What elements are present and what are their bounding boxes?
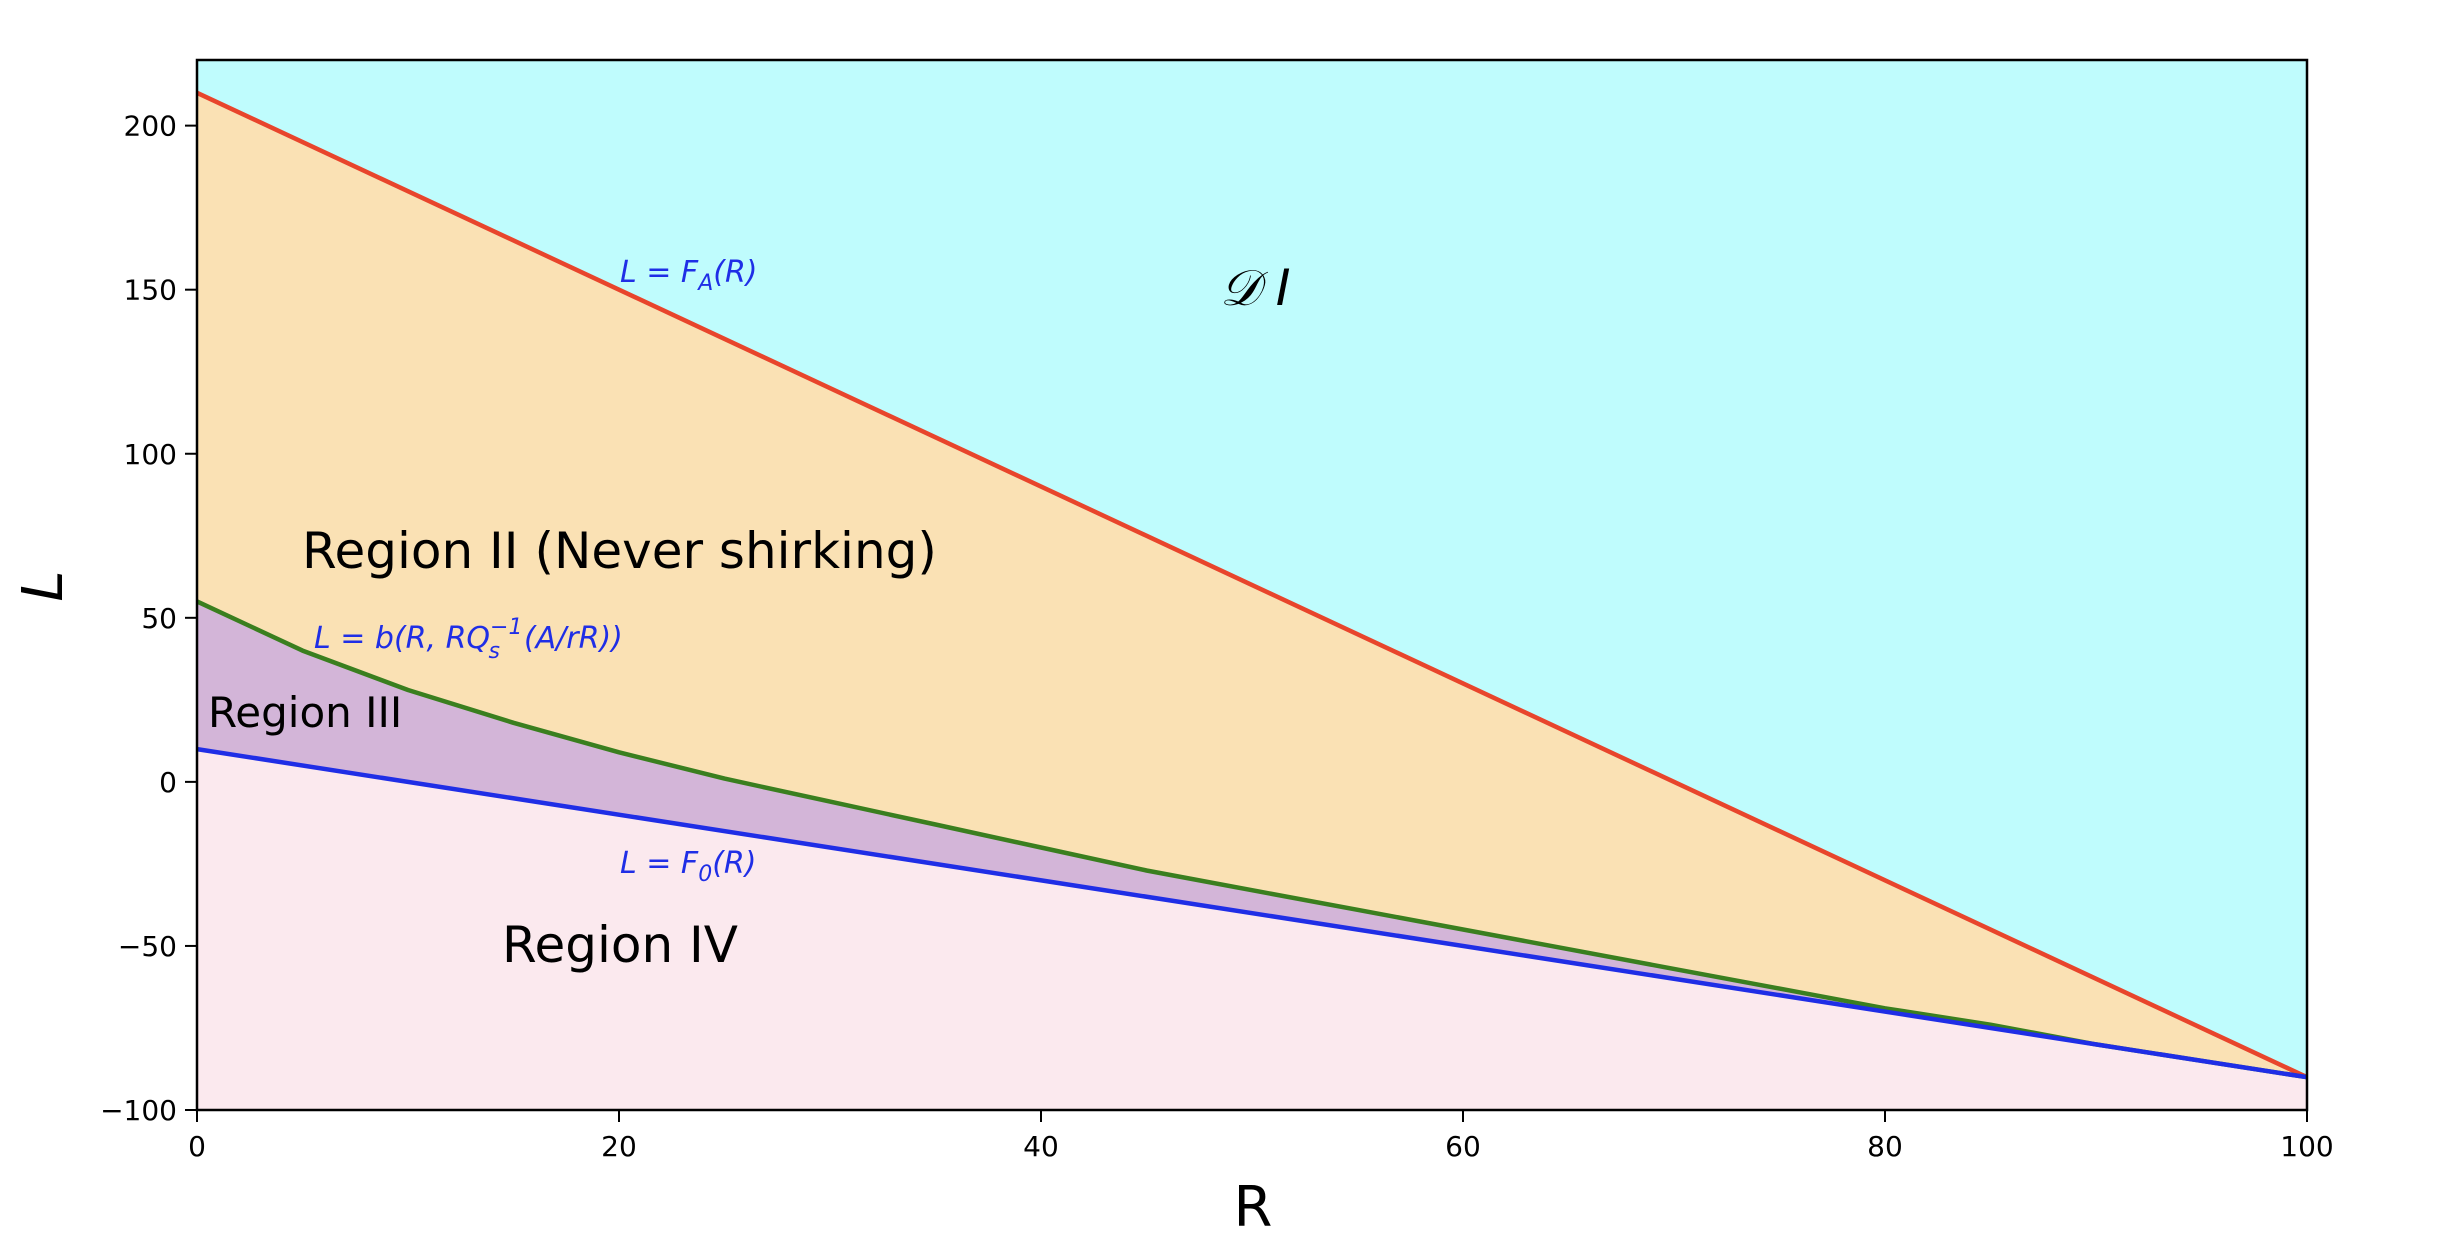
x-tick-label: 20 <box>601 1130 637 1163</box>
x-tick-label: 100 <box>2280 1130 2333 1163</box>
b-label-sup: −1 <box>490 615 522 640</box>
fa-label-main: L = F <box>620 255 699 290</box>
region-iv-label: Region IV <box>502 916 738 974</box>
y-tick-label: 0 <box>159 766 177 799</box>
axis-ticks: 0 20 40 60 80 100 −100 −50 0 50 100 150 200 <box>100 110 2334 1163</box>
region-iii-label: Region III <box>208 688 402 737</box>
x-axis-title: R <box>1234 1175 1273 1240</box>
fa-label-sub: A <box>696 271 713 296</box>
region-ii-label: Region II (Never shirking) <box>302 522 937 580</box>
region-i-label: 𝒟 I <box>1220 259 1291 317</box>
f0-curve-label: L = F0(R) <box>620 846 756 887</box>
x-tick-label: 40 <box>1023 1130 1059 1163</box>
b-curve-label: L = b(R, RQ−1 s (A/rR)) <box>314 615 623 664</box>
f0-line <box>196 746 2308 1080</box>
y-axis-title: L <box>11 570 76 601</box>
region-i-fill <box>197 60 2307 1078</box>
x-tick-label: 80 <box>1867 1130 1903 1163</box>
x-tick-label: 60 <box>1445 1130 1481 1163</box>
fa-curve-label: L = FA(R) <box>620 255 758 296</box>
fa-label-tail: (R) <box>713 255 757 290</box>
f0-label-main: L = F <box>620 846 699 881</box>
f0-label-sub: 0 <box>698 862 712 887</box>
y-tick-label: 200 <box>124 110 177 143</box>
y-tick-label: 100 <box>124 438 177 471</box>
y-tick-label: −50 <box>118 930 177 963</box>
fa-line <box>196 90 2308 1080</box>
y-tick-label: 50 <box>141 602 177 635</box>
y-tick-label: −100 <box>100 1094 177 1127</box>
curve-lines <box>196 90 2308 1080</box>
b-curve-line <box>196 599 2308 1080</box>
b-label-sub: s <box>488 639 499 664</box>
x-tick-label: 0 <box>188 1130 206 1163</box>
b-label-tail: (A/rR)) <box>524 621 623 656</box>
plot-frame <box>195 58 2309 1112</box>
y-tick-label: 150 <box>124 274 177 307</box>
f0-label-tail: (R) <box>712 846 756 881</box>
region-iv-fill <box>197 749 2307 1110</box>
b-label-main: L = b(R, RQ <box>314 621 490 656</box>
